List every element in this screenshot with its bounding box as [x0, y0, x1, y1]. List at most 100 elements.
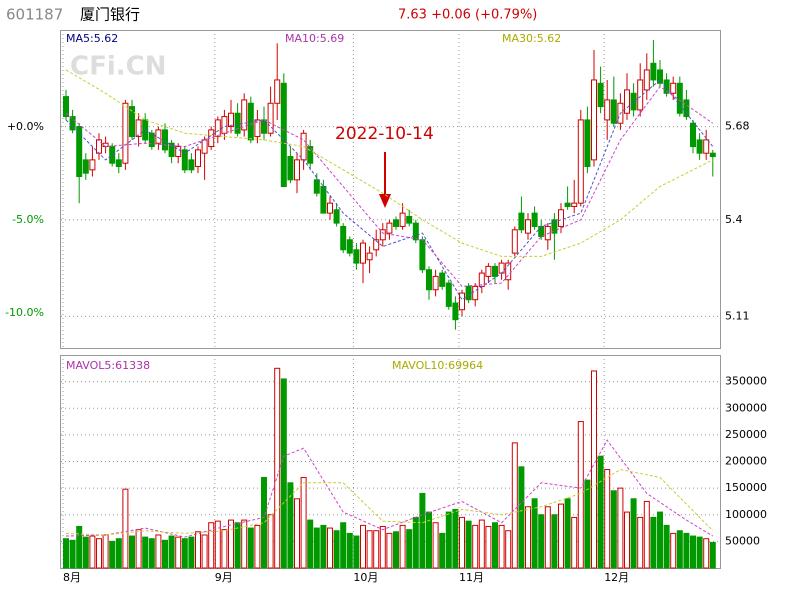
candle-body: [366, 252, 373, 261]
candle-body: [228, 112, 234, 128]
candle-body: [346, 239, 353, 254]
candle-body: [439, 272, 446, 287]
volume-bar: [175, 536, 182, 569]
y-tick-label: 5.68: [725, 120, 750, 133]
volume-bar: [696, 536, 703, 569]
candle-body: [406, 215, 413, 224]
candle-body: [577, 119, 584, 204]
candle-body: [472, 285, 479, 301]
candle-body: [571, 202, 578, 207]
volume-bar: [162, 539, 168, 569]
volume-bar: [122, 488, 129, 569]
candle-body: [696, 139, 703, 154]
volume-bar: [709, 541, 716, 569]
volume-bar: [617, 487, 624, 569]
volume-bar: [544, 506, 551, 569]
candle-body: [663, 79, 670, 94]
candle-body: [327, 202, 333, 214]
candle-body: [624, 89, 630, 114]
volume-bar: [102, 534, 109, 569]
candle-body: [353, 249, 360, 264]
volume-bar: [280, 378, 287, 569]
candle-body: [637, 79, 644, 111]
volume-bar: [201, 534, 208, 569]
candle-body: [643, 69, 650, 91]
candle-body: [445, 282, 452, 307]
candle-body: [129, 106, 135, 138]
candle-body: [241, 99, 248, 131]
volume-bar: [135, 529, 142, 569]
volume-bar: [531, 498, 538, 569]
vol-tick-label: 150000: [725, 481, 767, 494]
volume-bar: [129, 535, 135, 569]
candle-body: [82, 159, 89, 174]
volume-bar: [327, 527, 333, 569]
candle-body: [373, 239, 380, 251]
volume-bar: [353, 535, 360, 569]
candle-body: [201, 139, 208, 154]
quote: 7.63 +0.06 (+0.79%): [398, 8, 537, 23]
x-tick-label: 11月: [459, 571, 484, 584]
volume-bar: [287, 482, 294, 569]
volume-bar: [340, 522, 347, 569]
candle-body: [492, 265, 498, 277]
volume-bar: [445, 511, 452, 569]
volume-bar: [432, 522, 439, 569]
volume-bar: [650, 516, 657, 569]
volume-bar: [558, 503, 564, 569]
volume-bar: [386, 532, 393, 569]
volume-bar: [610, 490, 617, 569]
ma-line: [65, 85, 714, 287]
volume-bar: [584, 479, 591, 569]
price-panel: [60, 30, 721, 349]
vol-tick-label: 250000: [725, 428, 767, 441]
candle-body: [313, 179, 320, 194]
volume-bar: [228, 519, 234, 569]
volume-bar: [505, 530, 512, 569]
candle-body: [498, 262, 505, 274]
candle-body: [518, 212, 525, 231]
candle-body: [287, 156, 294, 181]
volume-bar: [115, 538, 122, 569]
candle-body: [320, 186, 327, 214]
volume-bar: [346, 532, 353, 569]
vol-tick-label: 100000: [725, 508, 767, 521]
candle-body: [597, 82, 604, 108]
ma-label: MA10:5.69: [285, 32, 344, 45]
volume-bar: [142, 536, 149, 569]
candle-body: [544, 225, 551, 241]
candle-body: [214, 119, 221, 138]
candle-body: [531, 212, 538, 227]
candle-body: [63, 96, 69, 118]
volume-bar: [472, 524, 479, 569]
volume-bar: [274, 367, 281, 569]
volume-bar: [373, 530, 380, 569]
volume-bar: [89, 535, 96, 569]
volume-bar: [195, 531, 201, 569]
volume-bar: [294, 498, 300, 569]
candle-body: [505, 262, 512, 281]
volume-bar: [538, 514, 545, 569]
ma-label: MA5:5.62: [66, 32, 118, 45]
volume-bar: [360, 524, 366, 569]
volume-bar: [155, 534, 162, 569]
vol-tick-label: 350000: [725, 375, 767, 388]
volume-bar: [168, 535, 175, 569]
y2-tick-label: -10.0%: [5, 306, 44, 319]
volume-bar: [643, 500, 650, 569]
volume-bar: [188, 536, 195, 569]
ma-line: [65, 468, 714, 536]
candle-body: [294, 159, 300, 181]
volume-bar: [577, 421, 584, 569]
candle-body: [340, 225, 347, 251]
volume-bar: [412, 516, 419, 569]
volume-bar: [597, 455, 604, 569]
vol-ma-label: MAVOL10:69964: [392, 359, 483, 372]
candle-body: [657, 69, 663, 84]
volume-bar: [670, 532, 677, 569]
candle-body: [360, 242, 366, 264]
x-tick-label: 8月: [63, 571, 81, 584]
stock-name: 厦门银行: [80, 6, 140, 24]
candle-body: [89, 159, 96, 171]
candle-body: [76, 126, 83, 178]
